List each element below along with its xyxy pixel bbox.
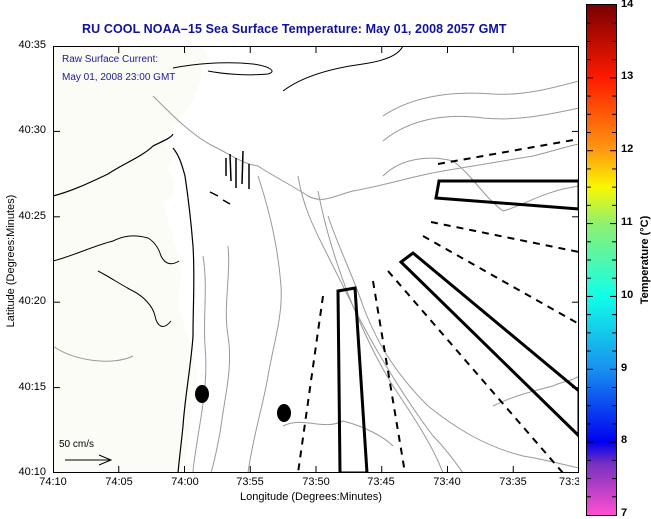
contour-line: [192, 255, 207, 473]
colorbar-tick-label: 14: [621, 0, 634, 10]
dashed-line: [372, 280, 406, 473]
colorbar-tick-label: 11: [621, 216, 633, 228]
colorbar-label: Temperature (°C): [639, 215, 651, 305]
y-tick-label: 40:15: [18, 381, 46, 393]
land: [53, 46, 208, 473]
solid-box-south: [336, 286, 369, 473]
plot-title: RU COOL NOAA–15 Sea Surface Temperature:…: [82, 22, 507, 36]
coast-land-fill: [53, 46, 208, 473]
solid-boxes: [336, 179, 579, 473]
x-tick-label: 74:00: [171, 476, 199, 488]
dashed-line: [422, 235, 579, 325]
colorbar-tick-label: 9: [621, 362, 628, 374]
contour-line: [152, 95, 579, 200]
current-vector: [241, 150, 244, 185]
contour-line: [282, 420, 394, 447]
colorbar-ticks: [587, 22, 616, 498]
solid-box-east: [434, 179, 579, 211]
colorbar-tick-label: 10: [621, 289, 634, 301]
coastline-point: [282, 46, 404, 92]
x-tick-label: 73:35: [499, 476, 527, 488]
map-plot-area: Raw Surface Current: May 01, 2008 23:00 …: [53, 46, 579, 473]
contour-line: [492, 375, 579, 407]
colorbar-tick-label: 13: [621, 70, 634, 82]
contour-line: [247, 175, 282, 473]
contour-line: [317, 190, 444, 473]
contour-line: [327, 215, 579, 469]
x-tick-label: 73:3: [559, 476, 579, 488]
y-tick-label: 40:10: [18, 466, 46, 478]
x-tick-label: 73:45: [367, 476, 395, 488]
current-vector: [222, 199, 231, 205]
contour-line: [382, 157, 579, 212]
x-tick-label: 73:40: [433, 476, 461, 488]
scale-vector-label: 50 cm/s: [59, 439, 95, 450]
x-tick-label: 74:05: [105, 476, 133, 488]
current-vector: [209, 191, 219, 197]
colorbar: [586, 4, 617, 516]
contour-line: [382, 107, 579, 142]
contour-line: [53, 345, 134, 362]
dashed-line: [430, 221, 579, 253]
dashed-line: [387, 270, 564, 473]
current-vector: [229, 153, 232, 182]
coastline-inlet: [53, 235, 180, 265]
station-dot: [195, 385, 209, 403]
dashed-line: [297, 295, 324, 473]
coastline-shore: [172, 147, 195, 473]
coastline-north: [53, 133, 174, 197]
current-vectors: [209, 150, 250, 205]
annotation-line-2: May 01, 2008 23:00 GMT: [62, 72, 176, 83]
y-tick-label: 40:20: [18, 295, 46, 307]
y-tick-label: 40:25: [18, 210, 46, 222]
coastline-river: [97, 270, 172, 327]
y-axis-label: Latitude (Degrees:Minutes): [5, 194, 17, 328]
colorbar-tick-label: 8: [621, 434, 628, 446]
dashed-lines: [297, 138, 579, 473]
axis-ticks: [53, 46, 579, 473]
coastline-spit: [172, 62, 273, 76]
colorbar-tick-label: 7: [621, 507, 628, 519]
bathymetry-contours: [53, 80, 579, 473]
x-tick-label: 74:10: [39, 476, 67, 488]
solid-box-southeast: [398, 251, 579, 439]
colorbar-tick-label: 12: [621, 143, 634, 155]
dashed-line: [437, 138, 579, 165]
contour-line: [382, 80, 579, 117]
scale-arrow: [65, 454, 113, 466]
station-dot: [277, 404, 291, 422]
x-tick-label: 73:55: [236, 476, 264, 488]
y-tick-label: 40:35: [18, 39, 46, 51]
x-tick-label: 73:50: [302, 476, 330, 488]
y-tick-label: 40:30: [18, 124, 46, 136]
contour-line: [210, 245, 231, 473]
map-svg: [53, 46, 579, 473]
x-axis-label: Longitude (Degrees:Minutes): [240, 491, 382, 503]
annotation-line-1: Raw Surface Current:: [62, 54, 159, 65]
